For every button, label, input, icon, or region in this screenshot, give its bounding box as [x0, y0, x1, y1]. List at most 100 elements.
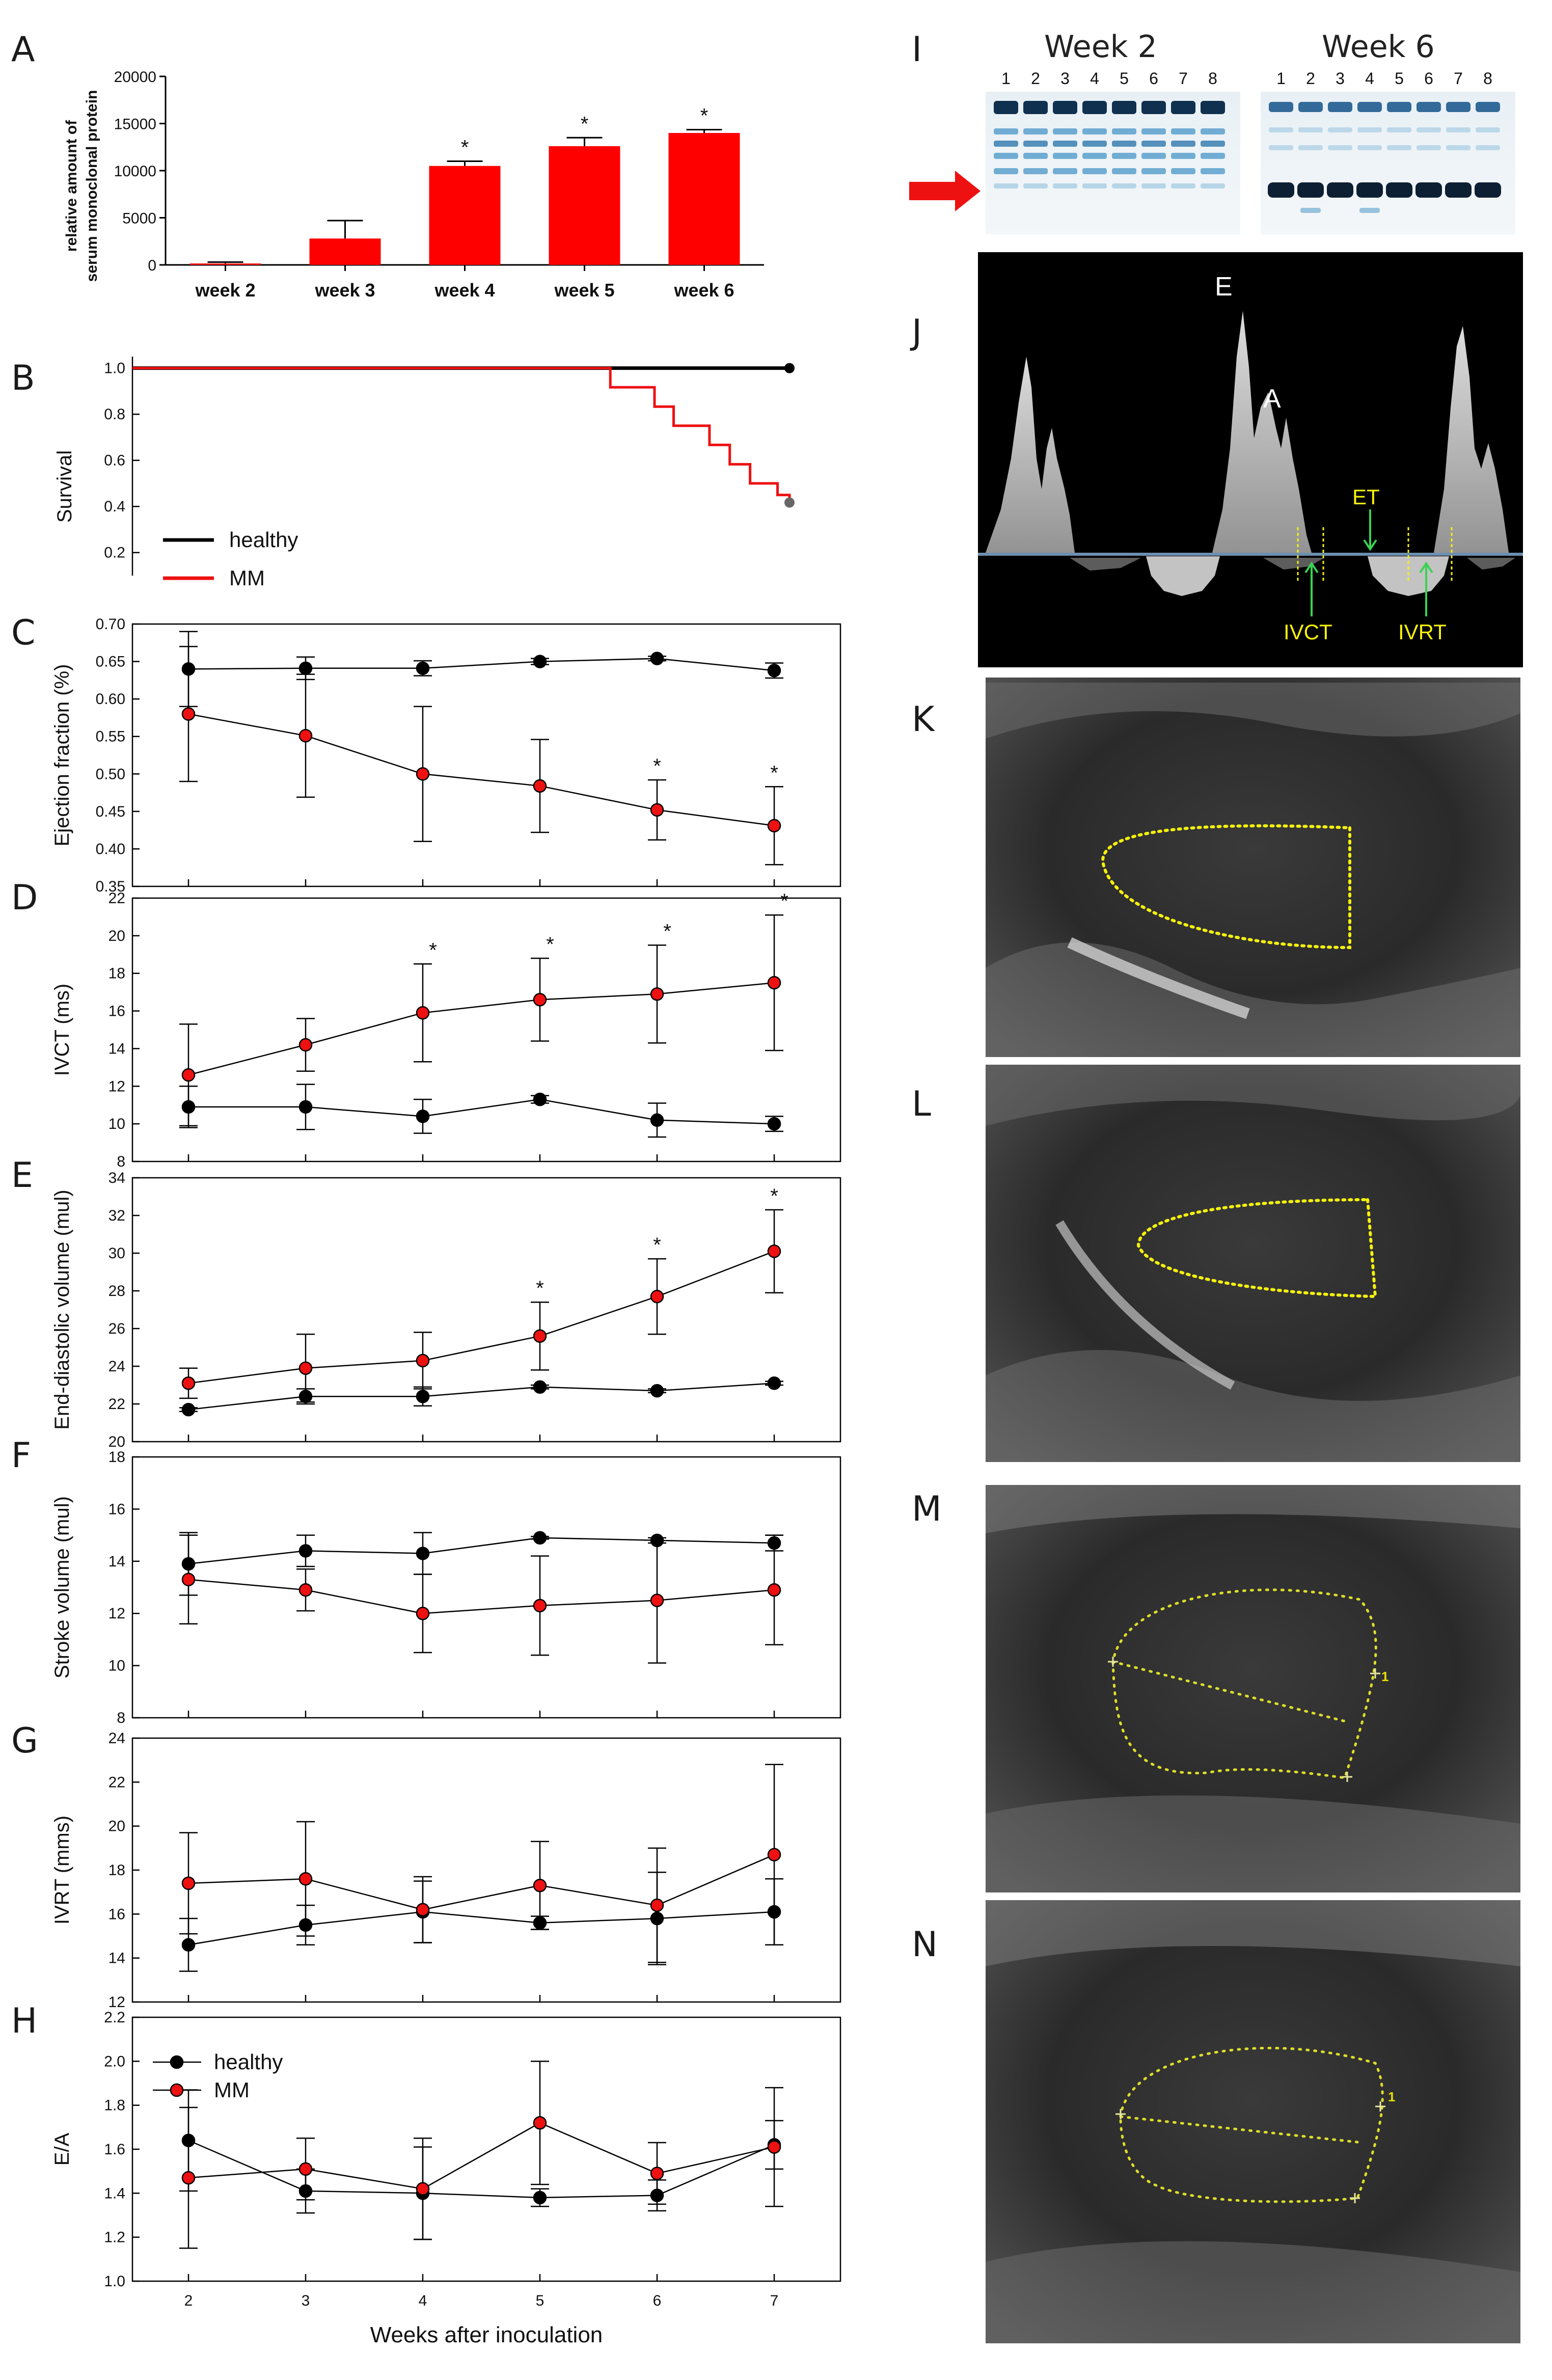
data-point-C-healthy: [533, 655, 547, 668]
gel-band-monoclonal-week6: [1475, 182, 1501, 198]
data-point-H-MM: [416, 2182, 430, 2196]
echo-marker-N: 1: [1388, 2089, 1395, 2104]
doppler-panel: E A ET IVCT IVRT: [978, 252, 1523, 667]
data-point-C-MM: [416, 767, 430, 781]
doppler-outflow-1: [1146, 556, 1220, 596]
doppler-label-IVRT: IVRT: [1398, 620, 1447, 644]
category-label-A: week 2: [195, 280, 255, 301]
doppler-wave-2: [1212, 311, 1312, 553]
panel-letter-C: C: [11, 613, 35, 653]
y-tick-label-H: 2.2: [104, 2009, 125, 2026]
echo-panel-L: [986, 1065, 1520, 1462]
y-tick-label-A: 10000: [114, 163, 156, 180]
chart-G-ivrt: 12 14 16 18 20 22 24 IVRT (mms): [51, 1730, 841, 2011]
panel-letter-F: F: [11, 1436, 31, 1476]
legend-label-B-healthy: healthy: [229, 528, 298, 552]
doppler-noise-2: [1263, 558, 1324, 570]
gel-band-week2: [994, 153, 1018, 159]
data-point-E-healthy: [181, 1402, 196, 1417]
crosshair-M: [1108, 1657, 1380, 1782]
doppler-noise-1: [1070, 558, 1141, 571]
data-point-E-MM: [533, 1329, 547, 1343]
y-tick-label-A: 15000: [114, 116, 156, 133]
y-tick-label-G: 14: [108, 1950, 125, 1967]
plot-frame-F: [131, 1456, 841, 1719]
gel-band-albumin-week6: [1417, 102, 1441, 112]
y-axis-label-A-line2: serum monoclonal protein: [84, 90, 100, 282]
data-point-H-MM: [650, 2167, 664, 2180]
y-tick-label-G: 18: [108, 1862, 125, 1879]
y-axis-label-C: Ejection fraction (%): [51, 664, 73, 847]
gel-band-albumin-week2: [994, 101, 1018, 114]
significance-star-A: *: [581, 113, 589, 135]
gel-band-albumin-week6: [1446, 102, 1471, 112]
data-point-E-MM: [181, 1376, 196, 1390]
bar-A: [309, 238, 381, 265]
data-point-D-healthy: [650, 1113, 664, 1127]
panel-letter-J: J: [910, 312, 922, 353]
gel-band-week2: [1201, 183, 1225, 188]
y-tick-label-C: 0.70: [96, 616, 125, 633]
significance-star-A: *: [700, 105, 709, 127]
gel-band-week2: [1201, 153, 1225, 159]
panel-letter-H: H: [11, 2001, 37, 2041]
significance-star-E: *: [653, 1234, 661, 1256]
gel-band-week2: [1053, 153, 1077, 159]
data-point-F-MM: [298, 1583, 313, 1597]
data-point-F-MM: [767, 1583, 781, 1597]
gel-title-week2: Week 2: [1044, 29, 1157, 65]
crosshair-N: [1115, 2101, 1385, 2203]
x-tick-label-H: 4: [419, 2292, 427, 2309]
gel-lane-number-week6: 3: [1336, 69, 1345, 88]
series-line-E-healthy: [188, 1383, 775, 1411]
gel-lane-number-week6: 5: [1395, 69, 1404, 88]
y-tick-label-D: 10: [108, 1116, 125, 1132]
y-tick-label-D: 14: [108, 1040, 125, 1057]
series-line-E-MM: [188, 1251, 775, 1384]
doppler-label-IVCT: IVCT: [1284, 620, 1332, 644]
x-tick-label-H: 6: [653, 2292, 662, 2309]
y-axis-label-B: Survival: [53, 450, 76, 523]
data-point-H-MM: [533, 2116, 547, 2130]
chart-B-survival: 0.2 0.4 0.6 0.8 1.0 Survival healthy MM: [53, 357, 795, 590]
data-point-F-MM: [416, 1606, 430, 1620]
gel-band-week2: [1023, 141, 1048, 147]
significance-star-D: *: [546, 933, 554, 956]
significance-star-A: *: [461, 137, 469, 159]
data-point-E-healthy: [298, 1389, 313, 1403]
gel-band-monoclonal-week6: [1268, 182, 1294, 198]
data-point-F-healthy: [298, 1544, 313, 1558]
data-point-H-MM: [181, 2171, 196, 2185]
gel-band-week2: [1023, 153, 1048, 159]
gel-lane-number-week2: 7: [1179, 69, 1188, 88]
data-point-G-MM: [181, 1876, 196, 1890]
gel-band-monoclonal-week6: [1445, 182, 1472, 198]
gel-lane-number-week2: 6: [1149, 69, 1158, 88]
significance-star-C: *: [770, 762, 778, 784]
doppler-label-E: E: [1215, 272, 1233, 302]
gel-band-albumin-week2: [1112, 101, 1136, 114]
bar-A: [668, 133, 740, 265]
gel-band-monoclonal-week6: [1297, 182, 1324, 198]
gel-band-week2: [994, 183, 1018, 188]
data-point-F-healthy: [416, 1547, 430, 1560]
series-line-H-MM: [188, 2122, 775, 2190]
y-tick-label-A: 5000: [122, 210, 156, 227]
series-line-G-MM: [188, 1854, 775, 1910]
data-point-C-MM: [650, 803, 664, 817]
gel-band-week2: [994, 141, 1018, 147]
significance-star-D: *: [780, 890, 788, 912]
plot-frame-C: [131, 623, 841, 887]
doppler-label-ET: ET: [1352, 485, 1380, 509]
echo-tissue-N-2: [986, 2241, 1520, 2343]
gel-lane-number-week6: 7: [1454, 69, 1463, 88]
y-tick-label-E: 32: [108, 1207, 125, 1224]
gel-week6: [1261, 92, 1515, 234]
legend-label-B-MM: MM: [229, 566, 265, 590]
y-tick-label-E: 22: [108, 1396, 125, 1413]
series-line-F-healthy: [188, 1537, 775, 1565]
y-tick-label-H: 1.0: [104, 2273, 125, 2290]
data-point-E-healthy: [650, 1384, 664, 1398]
bar-A: [549, 146, 620, 265]
gel-band-week6: [1357, 127, 1382, 132]
